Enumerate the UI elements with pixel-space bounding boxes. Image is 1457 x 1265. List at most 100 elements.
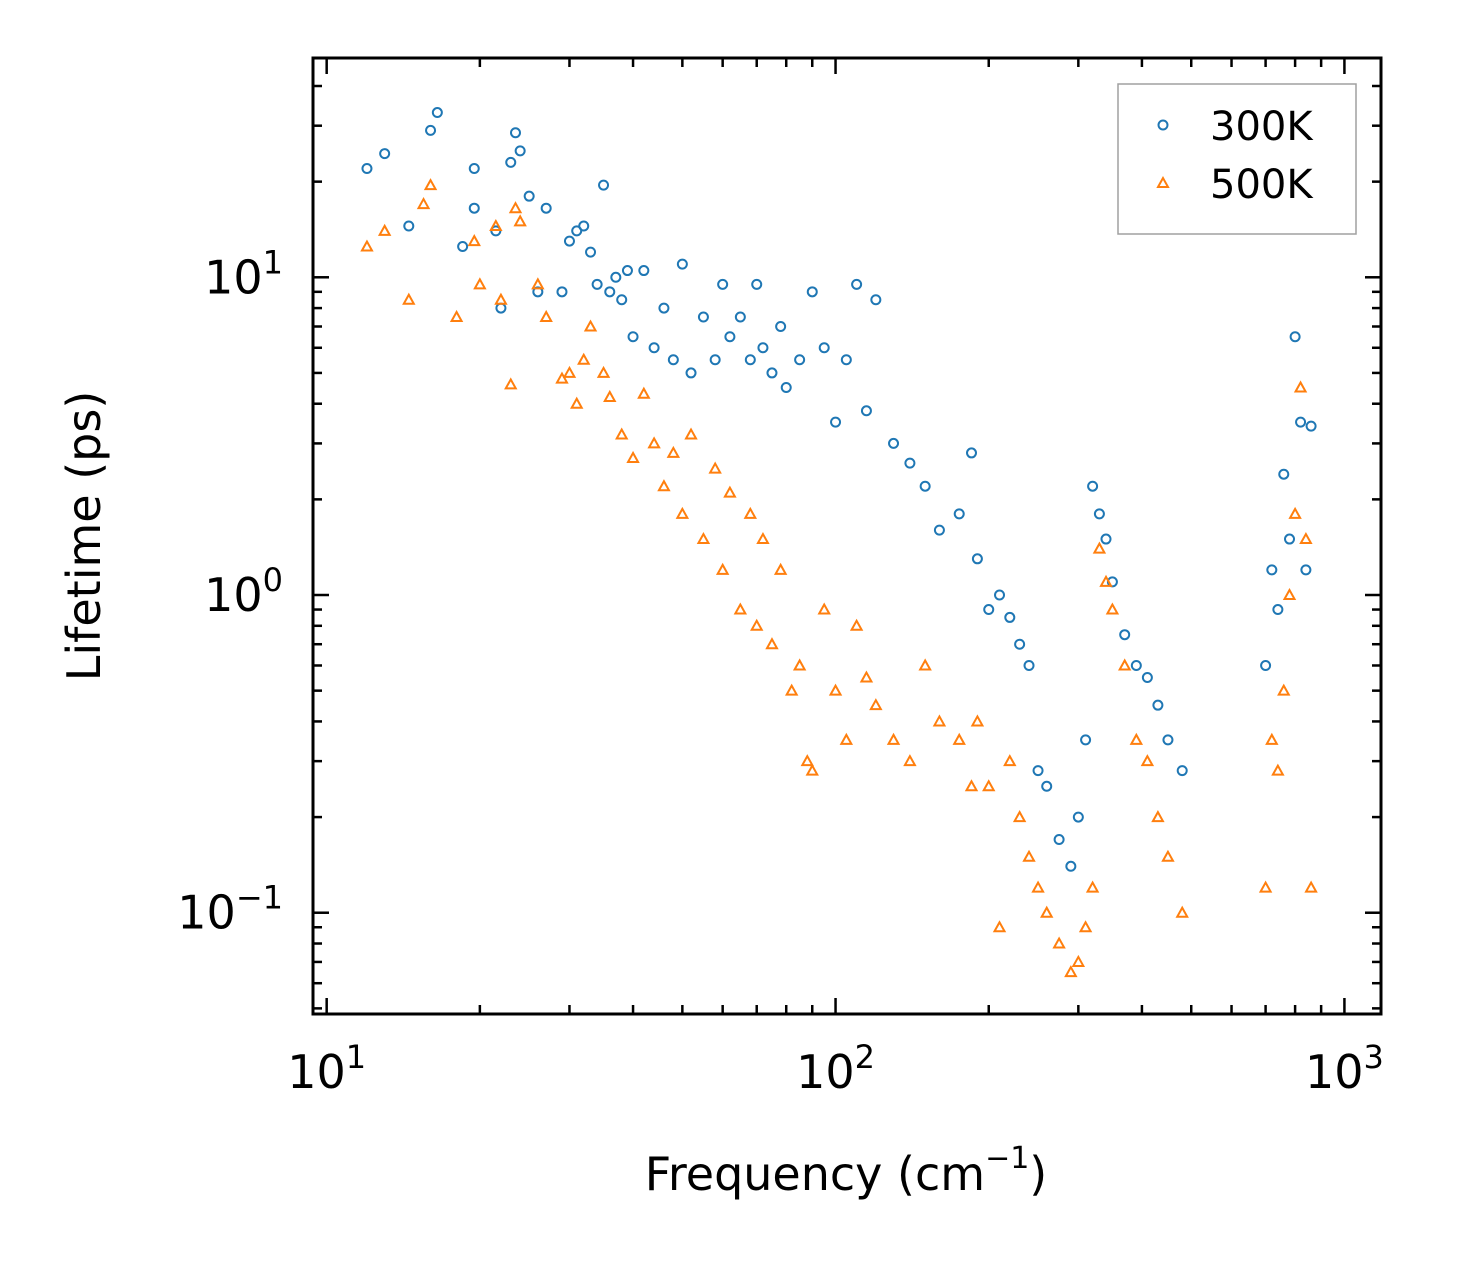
point-500K xyxy=(750,618,764,631)
point-500K xyxy=(932,714,947,727)
point-300K xyxy=(604,286,616,298)
point-500K xyxy=(1064,965,1078,978)
point-300K xyxy=(757,342,769,354)
point-500K xyxy=(828,683,843,696)
point-500K xyxy=(918,658,932,671)
point-500K xyxy=(886,732,901,745)
point-300K xyxy=(983,604,995,616)
point-300K xyxy=(697,311,709,323)
y-tick-label-base: 10 xyxy=(204,250,263,304)
point-300K xyxy=(953,508,965,520)
point-500K xyxy=(903,754,917,767)
point-300K xyxy=(751,278,763,290)
point-500K xyxy=(1129,732,1144,745)
y-tick-label: 10−1 xyxy=(177,879,283,940)
point-500K xyxy=(637,386,651,399)
point-300K xyxy=(919,480,931,492)
point-500K xyxy=(555,371,569,384)
point-300K xyxy=(523,190,535,202)
point-300K xyxy=(744,354,756,366)
point-300K xyxy=(1300,564,1312,576)
point-300K xyxy=(1278,468,1290,480)
point-500K xyxy=(723,485,737,498)
point-300K xyxy=(532,286,544,298)
point-300K xyxy=(379,148,391,160)
point-300K xyxy=(794,354,806,366)
point-500K xyxy=(1052,936,1066,949)
point-500K xyxy=(423,178,438,191)
point-300K xyxy=(638,265,650,277)
point-300K xyxy=(870,294,882,306)
point-500K xyxy=(531,277,545,290)
point-300K xyxy=(888,437,900,449)
point-300K xyxy=(556,286,568,298)
point-300K xyxy=(717,278,729,290)
point-500K xyxy=(467,234,481,247)
point-300K xyxy=(1289,331,1301,343)
y-tick-label-exp: 1 xyxy=(263,243,283,281)
point-500K xyxy=(1071,954,1086,967)
point-500K xyxy=(449,309,464,322)
point-300K xyxy=(1284,533,1296,545)
point-300K xyxy=(840,354,852,366)
point-300K xyxy=(766,367,778,379)
legend-label-500k: 500K xyxy=(1210,162,1314,208)
point-500K xyxy=(473,277,487,290)
x-tick-label-base: 10 xyxy=(287,1045,346,1099)
legend-label-300k: 300K xyxy=(1210,104,1314,150)
point-500K xyxy=(504,377,518,390)
point-300K xyxy=(933,524,945,536)
point-300K xyxy=(994,589,1006,601)
point-500K xyxy=(494,292,508,305)
y-axis-title: Lifetime (ps) xyxy=(57,391,111,682)
point-300K xyxy=(818,342,830,354)
point-300K xyxy=(627,331,639,343)
point-300K xyxy=(403,220,415,232)
point-500K xyxy=(696,531,711,545)
point-300K xyxy=(505,156,517,168)
point-500K xyxy=(377,223,392,236)
y-tick-label-base: 10 xyxy=(204,568,263,622)
x-tick-label-exp: 3 xyxy=(1364,1038,1384,1076)
point-300K xyxy=(585,246,597,258)
point-500K xyxy=(1078,920,1093,933)
point-500K xyxy=(765,637,779,650)
point-500K xyxy=(1117,658,1132,671)
point-500K xyxy=(1040,905,1054,918)
point-300K xyxy=(860,405,872,417)
x-tick-label-base: 10 xyxy=(1305,1045,1364,1099)
point-500K xyxy=(1012,810,1027,823)
point-500K xyxy=(1299,531,1313,545)
point-500K xyxy=(733,602,748,615)
point-300K xyxy=(658,302,670,314)
legend: 300K 500K xyxy=(1117,83,1357,235)
point-300K xyxy=(468,162,480,174)
point-500K xyxy=(583,319,598,332)
point-500K xyxy=(756,531,770,545)
legend-marker-500k xyxy=(1156,175,1170,188)
point-300K xyxy=(1100,533,1112,545)
point-300K xyxy=(1041,780,1053,792)
point-500K xyxy=(784,683,799,696)
point-300K xyxy=(431,107,443,119)
point-300K xyxy=(425,124,437,136)
y-tick-label-exp: 0 xyxy=(263,561,283,599)
point-300K xyxy=(514,145,526,157)
point-300K xyxy=(1004,611,1016,623)
point-300K xyxy=(734,311,746,323)
point-500K xyxy=(964,779,979,792)
point-500K xyxy=(1258,880,1273,893)
point-500K xyxy=(402,292,416,305)
point-300K xyxy=(563,235,575,247)
point-500K xyxy=(859,670,874,683)
point-300K xyxy=(591,278,603,290)
point-500K xyxy=(626,450,640,463)
point-300K xyxy=(709,354,721,366)
point-500K xyxy=(1175,905,1189,918)
point-500K xyxy=(513,214,527,227)
point-300K xyxy=(971,553,983,565)
point-300K xyxy=(621,265,633,277)
point-300K xyxy=(361,162,373,174)
data-points xyxy=(360,107,1318,978)
